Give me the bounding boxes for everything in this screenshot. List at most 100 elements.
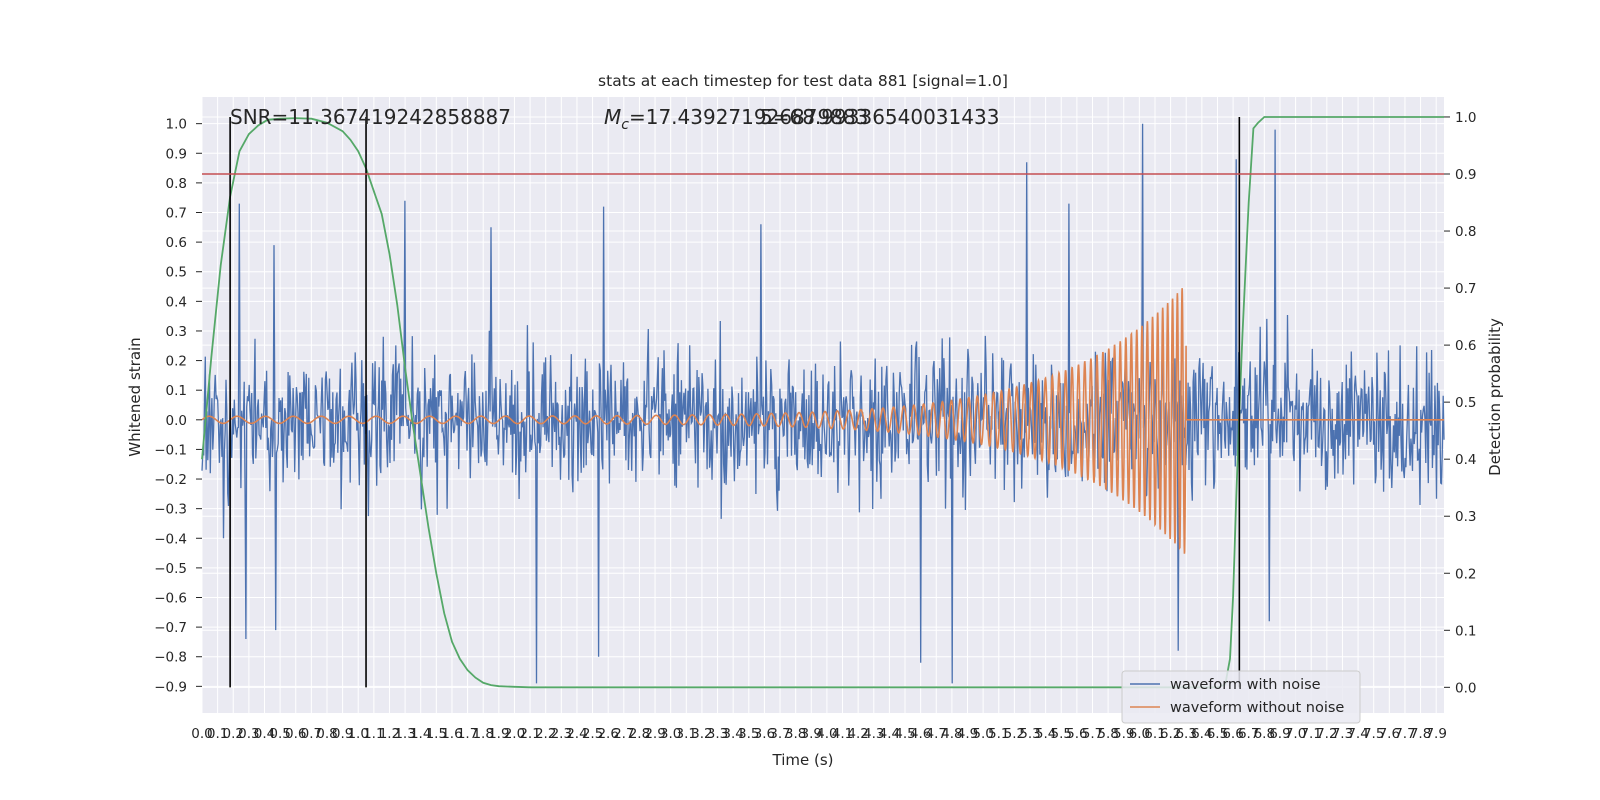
- x-tick-label: 5.4: [1035, 726, 1056, 742]
- probability-line: [201, 116, 1444, 689]
- x-tick-label: 6.1: [1144, 726, 1165, 742]
- y2-tick-label: 0.2: [1455, 566, 1476, 582]
- x-tick-label: 1.0: [347, 726, 368, 742]
- y-tick-label: −0.2: [154, 472, 187, 488]
- x-tick-label: 3.4: [722, 726, 743, 742]
- x-tick-label: 0.1: [207, 726, 228, 742]
- y-tick-label: −0.5: [154, 561, 187, 577]
- x-tick-label: 5.6: [1066, 726, 1087, 742]
- y2-tick-label: 1.0: [1455, 110, 1476, 126]
- x-tick-label: 3.7: [769, 726, 790, 742]
- y-tick-label: −0.6: [154, 591, 187, 607]
- x-tick-label: 4.1: [832, 726, 853, 742]
- y-tick-label: 0.1: [166, 383, 187, 399]
- x-tick-label: 5.8: [1097, 726, 1118, 742]
- x-tick-label: 4.2: [847, 726, 868, 742]
- x-tick-label: 6.0: [1129, 726, 1150, 742]
- x-tick-label: 1.1: [363, 726, 384, 742]
- x-tick-label: 1.8: [472, 726, 493, 742]
- x-tick-label: 5.0: [972, 726, 993, 742]
- x-tick-label: 4.9: [957, 726, 978, 742]
- y2-tick-label: 0.7: [1455, 281, 1476, 297]
- y2-tick-label: 0.4: [1455, 452, 1476, 468]
- y2-axis-label: Detection probability: [1486, 318, 1504, 476]
- x-tick-label: 0.0: [191, 726, 212, 742]
- x-tick-label: 6.8: [1254, 726, 1275, 742]
- x-tick-label: 6.3: [1175, 726, 1196, 742]
- x-tick-label: 2.3: [551, 726, 572, 742]
- x-tick-label: 2.8: [629, 726, 650, 742]
- x-tick-label: 0.9: [332, 726, 353, 742]
- legend-label-clean: waveform without noise: [1170, 700, 1344, 716]
- y2-tick-label: 0.6: [1455, 338, 1476, 354]
- y2-tick-label: 0.8: [1455, 224, 1476, 240]
- x-tick-label: 6.6: [1222, 726, 1243, 742]
- x-tick-label: 3.2: [691, 726, 712, 742]
- x-axis-ticks: 0.00.10.20.30.40.50.60.70.80.91.01.11.21…: [191, 726, 1447, 742]
- x-tick-label: 1.5: [426, 726, 447, 742]
- x-tick-label: 0.7: [301, 726, 322, 742]
- x-tick-label: 5.2: [1004, 726, 1025, 742]
- event-markers: [229, 116, 1241, 688]
- y2-tick-label: 0.5: [1455, 395, 1476, 411]
- x-tick-label: 2.6: [597, 726, 618, 742]
- x-tick-label: 7.3: [1332, 726, 1353, 742]
- x-tick-label: 3.5: [738, 726, 759, 742]
- x-tick-label: 1.9: [488, 726, 509, 742]
- x-tick-label: 0.5: [269, 726, 290, 742]
- x-axis-label: Time (s): [772, 751, 834, 769]
- x-tick-label: 2.1: [519, 726, 540, 742]
- x-tick-label: 2.7: [613, 726, 634, 742]
- y-tick-label: 0.4: [166, 294, 187, 310]
- x-tick-label: 2.0: [504, 726, 525, 742]
- y-tick-label: 0.5: [166, 265, 187, 281]
- x-tick-label: 4.3: [863, 726, 884, 742]
- x-tick-label: 4.0: [816, 726, 837, 742]
- x-tick-label: 4.7: [926, 726, 947, 742]
- y-tick-label: 0.8: [166, 176, 187, 192]
- annotation-overlap: 5=68.99336540031433: [760, 105, 999, 129]
- x-tick-label: 2.9: [644, 726, 665, 742]
- y-tick-label: −0.1: [154, 442, 187, 458]
- y-tick-label: −0.3: [154, 502, 187, 518]
- x-tick-label: 2.2: [535, 726, 556, 742]
- y2-axis-ticks: 1.0 0.9 0.8 0.7 0.6 0.5 0.4 0.3 0.2 0.1 0.0: [1444, 110, 1476, 696]
- legend-box: [1121, 670, 1361, 724]
- chart-title: stats at each timestep for test data 881…: [598, 72, 1008, 90]
- x-tick-label: 2.5: [582, 726, 603, 742]
- annotation-chirp-mass-symbol: M: [604, 105, 621, 129]
- y-tick-label: 0.7: [166, 206, 187, 222]
- x-tick-label: 0.4: [254, 726, 275, 742]
- x-tick-label: 0.8: [316, 726, 337, 742]
- annotation-snr: SNR=11.367419242858887: [230, 105, 511, 129]
- series-detection-probability: [201, 116, 1444, 689]
- x-tick-label: 5.7: [1082, 726, 1103, 742]
- y-axis-label: Whitened strain: [126, 337, 144, 456]
- x-tick-label: 7.8: [1410, 726, 1431, 742]
- y-tick-label: 0.2: [166, 354, 187, 370]
- x-tick-label: 0.2: [223, 726, 244, 742]
- x-tick-label: 3.0: [660, 726, 681, 742]
- x-tick-label: 1.4: [410, 726, 431, 742]
- x-tick-label: 5.3: [1019, 726, 1040, 742]
- x-tick-label: 0.6: [285, 726, 306, 742]
- y-tick-label: −0.7: [154, 620, 187, 636]
- y-tick-label: −0.8: [154, 650, 187, 666]
- x-tick-label: 4.8: [941, 726, 962, 742]
- x-tick-label: 4.5: [894, 726, 915, 742]
- x-tick-label: 2.4: [566, 726, 587, 742]
- annotation-chirp-mass-subscript: c: [621, 117, 629, 133]
- annotation-chirp-mass-value: =17.439271926879883: [629, 105, 868, 129]
- y-tick-label: 0.3: [166, 324, 187, 340]
- annotation-chirp-mass: Mc=17.439271926879883: [604, 105, 868, 133]
- x-tick-label: 5.5: [1051, 726, 1072, 742]
- x-tick-label: 7.7: [1394, 726, 1415, 742]
- x-tick-label: 7.6: [1379, 726, 1400, 742]
- x-tick-label: 3.3: [707, 726, 728, 742]
- x-tick-label: 3.6: [754, 726, 775, 742]
- y2-tick-label: 0.1: [1455, 623, 1476, 639]
- x-tick-label: 1.6: [441, 726, 462, 742]
- y2-tick-label: 0.9: [1455, 167, 1476, 183]
